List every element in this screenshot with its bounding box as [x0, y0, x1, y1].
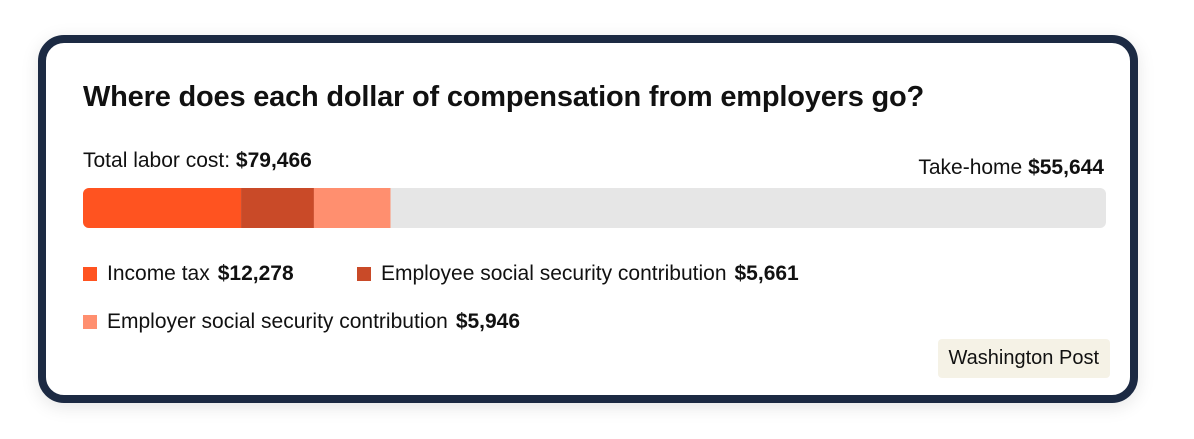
- legend-value-income-tax: $12,278: [217, 262, 294, 285]
- legend-item-income-tax: Income tax $12,278: [83, 262, 294, 286]
- legend-swatch-employer-ssc: [83, 315, 97, 329]
- total-value: $79,466: [235, 149, 312, 172]
- bar-segment-employer-ssc: [313, 188, 391, 228]
- total-labor-cost: Total labor cost: $79,466: [83, 149, 312, 173]
- bar-segment-employee-ssc: [241, 188, 314, 228]
- legend-label-income-tax: Income tax: [107, 262, 210, 285]
- legend-swatch-employee-ssc: [357, 267, 371, 281]
- stacked-bar-svg: [83, 188, 1106, 228]
- legend-value-employer-ssc: $5,946: [455, 310, 521, 333]
- take-home: Take-home $55,644: [918, 156, 1104, 180]
- legend-value-employee-ssc: $5,661: [734, 262, 799, 285]
- total-label: Total labor cost:: [83, 149, 231, 172]
- legend-swatch-income-tax: [83, 267, 97, 281]
- stacked-bar: [83, 188, 1106, 228]
- legend-label-employer-ssc: Employer social security contribution: [107, 310, 448, 333]
- source-label: Washington Post: [937, 339, 1110, 378]
- take-home-label: Take-home: [918, 156, 1023, 179]
- legend-item-employer-ssc: Employer social security contribution $5…: [83, 310, 520, 334]
- chart-title: Where does each dollar of compensation f…: [83, 81, 925, 113]
- legend-label-employee-ssc: Employee social security contribution: [381, 262, 727, 285]
- chart-card: Where does each dollar of compensation f…: [38, 35, 1138, 403]
- legend-item-employee-ssc: Employee social security contribution $5…: [357, 262, 799, 286]
- bar-segment-income-tax: [83, 188, 242, 228]
- take-home-value: $55,644: [1028, 156, 1104, 179]
